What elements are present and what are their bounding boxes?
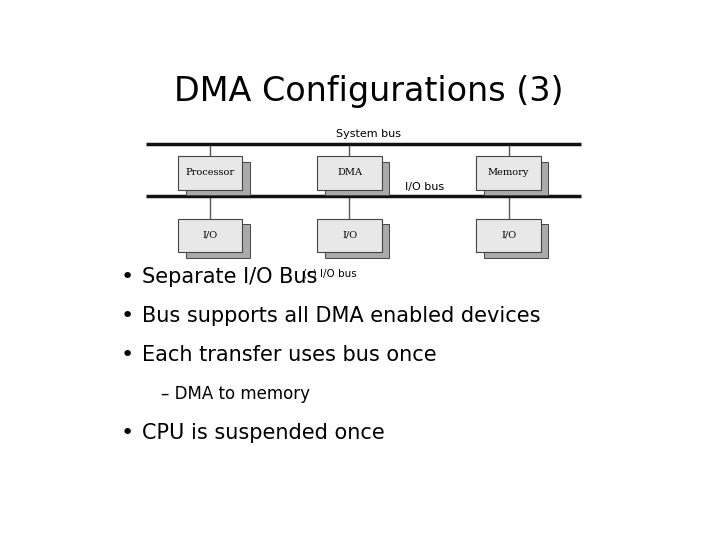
- Text: Bus supports all DMA enabled devices: Bus supports all DMA enabled devices: [142, 306, 541, 326]
- FancyBboxPatch shape: [186, 162, 250, 195]
- Text: I/O: I/O: [342, 231, 357, 240]
- FancyBboxPatch shape: [178, 219, 242, 252]
- Text: DMA: DMA: [337, 168, 362, 178]
- FancyBboxPatch shape: [485, 225, 549, 258]
- Text: CPU is suspended once: CPU is suspended once: [142, 423, 384, 443]
- FancyBboxPatch shape: [477, 156, 541, 190]
- Text: Processor: Processor: [186, 168, 235, 178]
- FancyBboxPatch shape: [318, 219, 382, 252]
- Text: DMA Configurations (3): DMA Configurations (3): [174, 75, 564, 108]
- FancyBboxPatch shape: [485, 162, 549, 195]
- Text: •: •: [121, 345, 134, 365]
- Text: Separate I/O Bus: Separate I/O Bus: [142, 267, 318, 287]
- FancyBboxPatch shape: [477, 219, 541, 252]
- Text: – DMA to memory: – DMA to memory: [161, 385, 310, 403]
- Text: •: •: [121, 423, 134, 443]
- FancyBboxPatch shape: [178, 156, 242, 190]
- Text: •: •: [121, 267, 134, 287]
- Text: I/O: I/O: [202, 231, 217, 240]
- FancyBboxPatch shape: [325, 162, 390, 195]
- FancyBboxPatch shape: [325, 225, 390, 258]
- FancyBboxPatch shape: [318, 156, 382, 190]
- Text: I/O: I/O: [501, 231, 516, 240]
- Text: (c) I/O bus: (c) I/O bus: [303, 268, 357, 278]
- Text: I/O bus: I/O bus: [405, 181, 444, 192]
- Text: Each transfer uses bus once: Each transfer uses bus once: [142, 345, 436, 365]
- Text: •: •: [121, 306, 134, 326]
- Text: System bus: System bus: [336, 129, 402, 139]
- Text: Memory: Memory: [488, 168, 529, 178]
- FancyBboxPatch shape: [186, 225, 250, 258]
